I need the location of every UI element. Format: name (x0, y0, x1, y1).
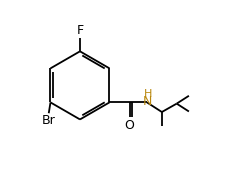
Text: N: N (143, 95, 153, 108)
Text: H: H (144, 89, 152, 99)
Text: Br: Br (42, 114, 56, 127)
Text: F: F (76, 24, 83, 37)
Text: O: O (124, 119, 134, 132)
